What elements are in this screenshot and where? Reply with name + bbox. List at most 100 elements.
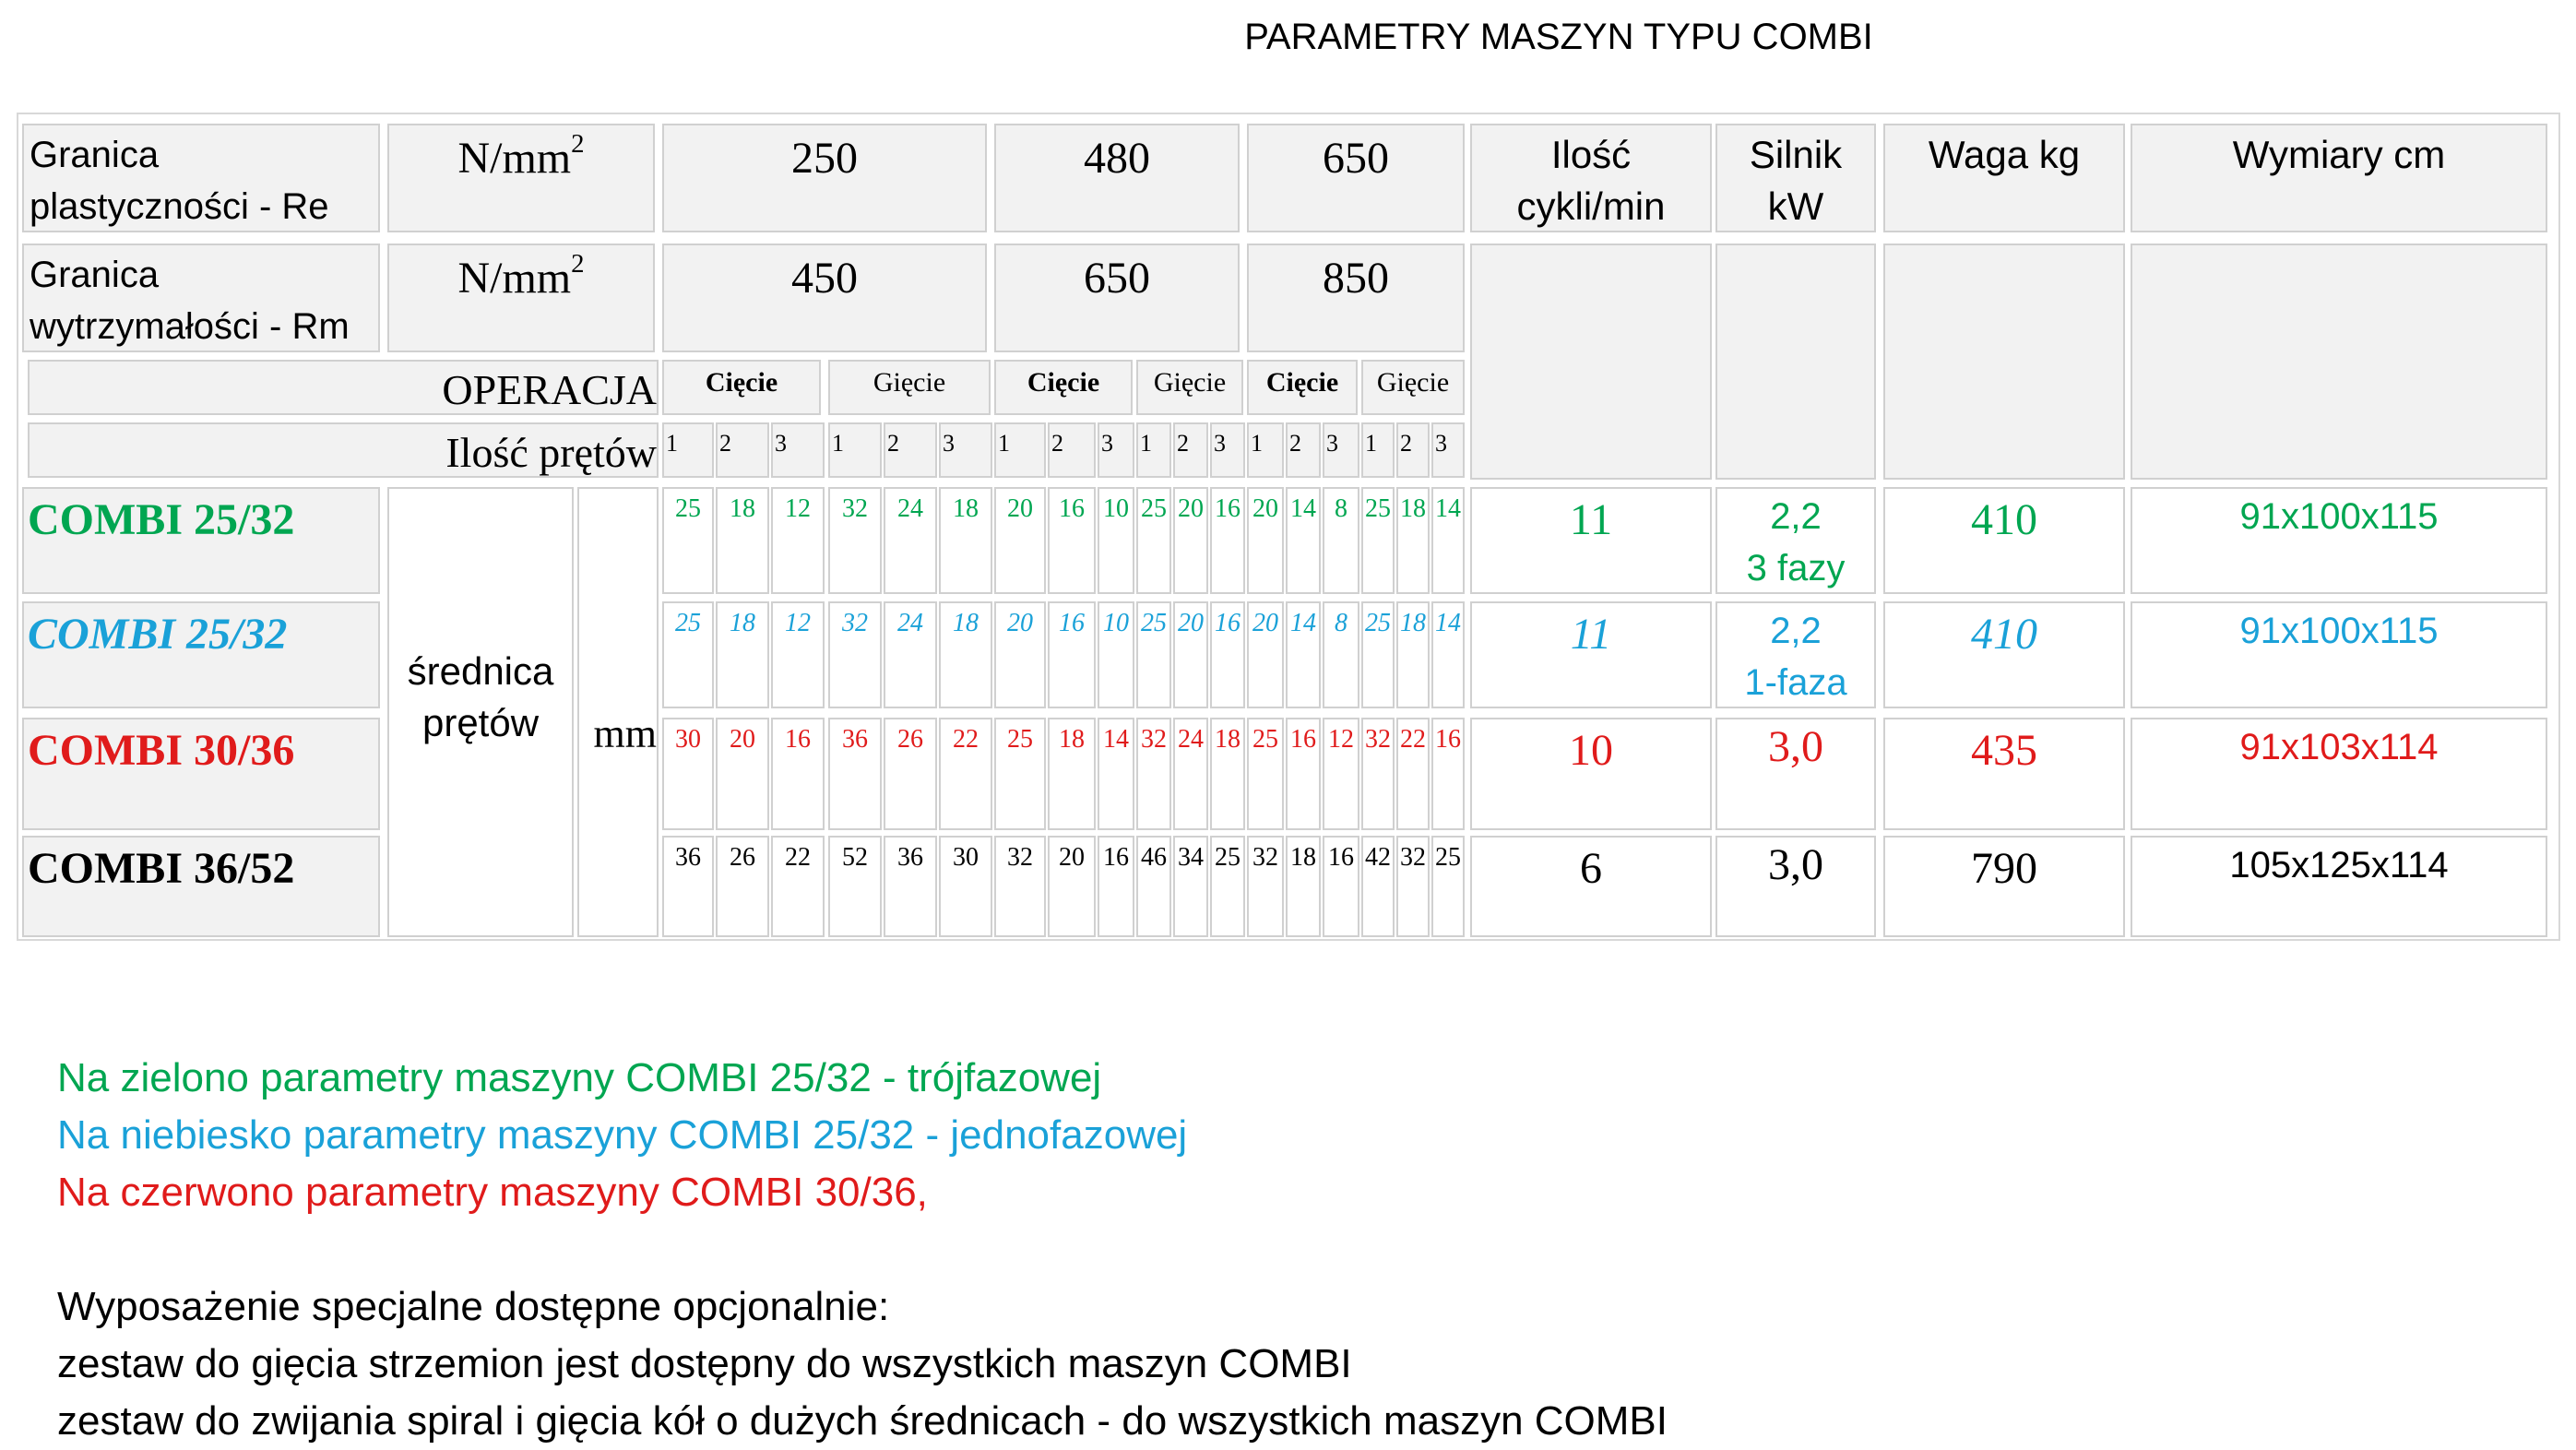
diameter-value: 32 [994,836,1046,937]
motor-value: 3,0 [1715,836,1876,937]
bar-count-9: 3 [1098,422,1134,478]
operation-6: Gięcie [1361,360,1465,415]
diameter-value: 20 [1173,487,1208,594]
header-dims: Wymiary cm [2131,124,2547,232]
rm-label: Granica wytrzymałości - Rm [22,244,380,352]
diameter-value: 18 [1048,718,1096,830]
diameter-value: 18 [1396,487,1430,594]
diameter-value: 20 [1048,836,1096,937]
diameter-value: 18 [1286,836,1321,937]
motor-phase: 1-faza [1744,662,1847,703]
model-name: COMBI 30/36 [22,718,380,830]
diameter-value: 26 [716,836,769,937]
note-blue: Na niebiesko parametry maszyny COMBI 25/… [57,1112,1188,1158]
bar-count-4: 1 [828,422,882,478]
operation-4: Gięcie [1136,360,1243,415]
bar-count-3: 3 [771,422,825,478]
rm-value-3: 850 [1247,244,1465,352]
dims-value: 91x100x115 [2131,601,2547,708]
diameter-value: 20 [1247,601,1284,708]
header-weight: Waga kg [1883,124,2125,232]
diameter-value: 14 [1431,601,1465,708]
motor-kw: 2,2 [1770,611,1822,651]
diameter-value: 16 [771,718,825,830]
diameter-value: 12 [771,601,825,708]
diameter-value: 25 [1361,487,1395,594]
motor-phase: 3 fazy [1746,548,1846,588]
header-blank-weight [1883,244,2125,480]
diameter-value: 32 [1136,718,1171,830]
rm-value-1: 450 [662,244,987,352]
weight-value: 435 [1883,718,2125,830]
operation-2: Gięcie [828,360,991,415]
diameter-value: 25 [1136,487,1171,594]
bar-count-13: 1 [1247,422,1284,478]
diameter-value: 25 [662,601,714,708]
diameter-value: 30 [939,836,992,937]
model-name: COMBI 36/52 [22,836,380,937]
re-value-2: 480 [994,124,1240,232]
diameter-value: 25 [1210,836,1245,937]
diameter-value: 20 [1247,487,1284,594]
header-blank-dims [2131,244,2547,480]
diameter-value: 26 [884,718,937,830]
notes: Na zielono parametry maszyny COMBI 25/32… [57,1050,1668,1450]
diameter-value: 8 [1323,601,1359,708]
diameter-value: 36 [884,836,937,937]
cycles-value: 11 [1470,487,1712,594]
operation-label: OPERACJA [28,360,659,415]
header-blank-cycles [1470,244,1712,480]
bar-count-5: 2 [884,422,937,478]
diameter-value: 18 [939,601,992,708]
diameter-value: 16 [1048,601,1096,708]
diameter-value: 16 [1431,718,1465,830]
diameter-value: 20 [716,718,769,830]
diameter-value: 24 [884,487,937,594]
diameter-value: 8 [1323,487,1359,594]
motor-kw: 3,0 [1768,722,1823,771]
motor-value: 2,2 3 fazy [1715,487,1876,594]
bar-count-15: 3 [1323,422,1359,478]
motor-kw: 2,2 [1770,496,1822,537]
diameter-value: 20 [1173,601,1208,708]
diameter-value: 25 [994,718,1046,830]
equipment-heading: Wyposażenie specjalne dostępne opcjonaln… [57,1284,890,1329]
diameter-value: 32 [828,601,882,708]
unit-base: N/mm [457,254,572,303]
diameter-value: 14 [1286,487,1321,594]
diameter-value: 24 [1173,718,1208,830]
rm-unit: N/mm2 [387,244,655,352]
dims-value: 91x100x115 [2131,487,2547,594]
motor-value: 3,0 [1715,718,1876,830]
bar-count-16: 1 [1361,422,1395,478]
diameter-value: 10 [1098,487,1134,594]
bar-count-1: 1 [662,422,714,478]
diameter-value: 12 [771,487,825,594]
model-name: COMBI 25/32 [22,601,380,708]
bar-count-18: 3 [1431,422,1465,478]
bar-count-7: 1 [994,422,1046,478]
note-green: Na zielono parametry maszyny COMBI 25/32… [57,1055,1102,1100]
diameter-value: 16 [1286,718,1321,830]
diameter-value: 42 [1361,836,1395,937]
diameter-value: 52 [828,836,882,937]
bar-count-17: 2 [1396,422,1430,478]
diameter-value: 18 [716,601,769,708]
diameter-value: 32 [828,487,882,594]
diameter-value: 32 [1396,836,1430,937]
re-label: Granica plastyczności - Re [22,124,380,232]
diameter-value: 14 [1431,487,1465,594]
diameter-value: 18 [1210,718,1245,830]
bar-count-14: 2 [1286,422,1321,478]
weight-value: 410 [1883,487,2125,594]
bar-count-2: 2 [716,422,769,478]
parameters-table: Granica plastyczności - Re N/mm2 Granica w… [17,113,2560,941]
diameter-value: 36 [828,718,882,830]
rm-value-2: 650 [994,244,1240,352]
dims-value: 91x103x114 [2131,718,2547,830]
mm-label: mm [577,487,659,937]
header-blank-motor [1715,244,1876,480]
operation-1: Cięcie [662,360,821,415]
diameter-value: 24 [884,601,937,708]
bar-count-6: 3 [939,422,992,478]
